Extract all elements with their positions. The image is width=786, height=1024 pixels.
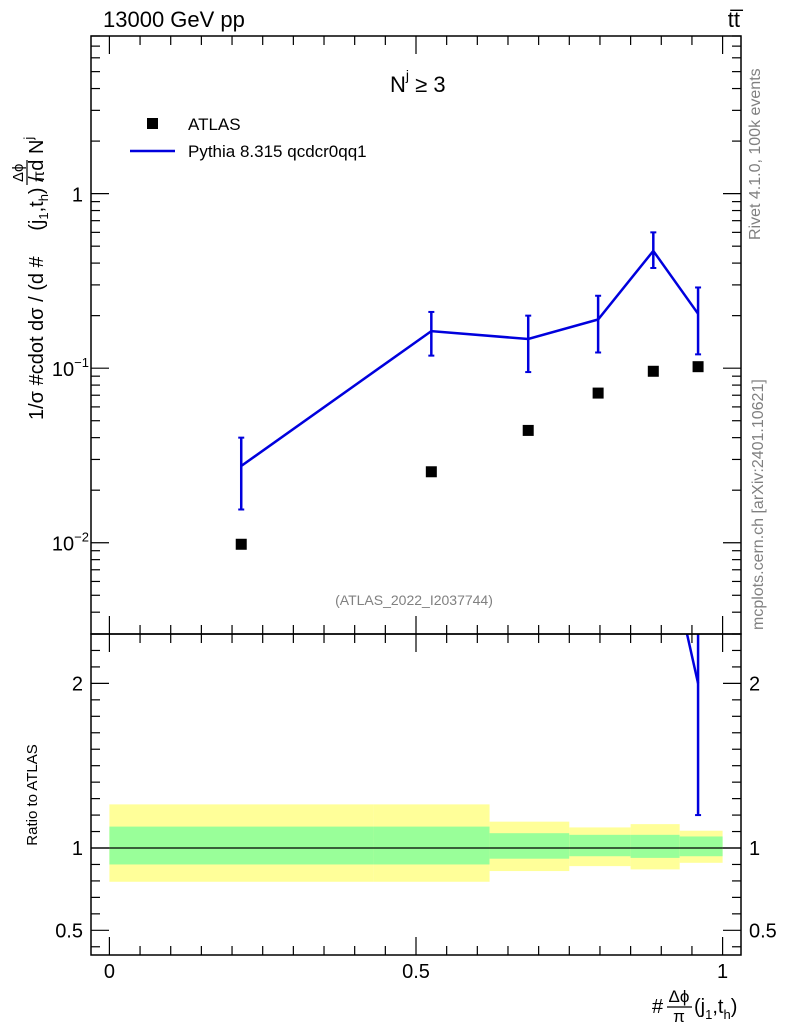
ratio-band-inner-4	[630, 834, 680, 858]
ylabel-fraction-den: π	[31, 171, 48, 182]
legend-label-pythia: Pythia 8.315 qcdcr0qq1	[188, 142, 367, 161]
atlas-point-5	[692, 361, 704, 373]
ratio-y-tick-label-right-2: 2	[749, 673, 760, 695]
ratio-band-inner-0	[109, 826, 374, 865]
ratio-y-tick-label-right-1: 1	[749, 838, 760, 860]
ylabel-fraction-num: Δϕ	[10, 164, 27, 182]
pythia-series-line	[240, 248, 700, 468]
energy-label: 13000 GeV pp	[103, 7, 245, 32]
xlabel-arg-sub2: h	[723, 1007, 730, 1022]
x-axis-label: # Δϕ π (j1,th)	[652, 987, 737, 1024]
ylabel-arg-sub1: 1	[36, 212, 51, 219]
main-y-tick-label-base-2: 10	[52, 534, 74, 556]
x-tick-label-1: 0.5	[402, 961, 430, 983]
njet-condition: ≥ 3	[409, 72, 446, 97]
xlabel-fraction-den: π	[673, 1007, 685, 1024]
ylabel-post-sup: j	[21, 137, 36, 141]
x-tick-label-2: 1	[717, 961, 728, 983]
main-y-tick-label-exp-2: −2	[74, 530, 89, 545]
ratio-band-inner-3	[569, 834, 631, 857]
njet-annotation: Nj ≥ 3	[390, 67, 446, 97]
main-y-tick-label-base-1: 10	[52, 359, 74, 381]
analysis-id: (ATLAS_2022_I2037744)	[335, 592, 493, 608]
ratio-band-inner-2	[489, 833, 570, 859]
ylabel-arg-mid: ,t	[26, 201, 48, 213]
xlabel-arg-mid: ,t	[712, 996, 724, 1018]
xlabel-arg-sub1: 1	[705, 1007, 712, 1022]
main-y-tick-label-1: 10−1	[52, 355, 89, 381]
atlas-point-2	[522, 424, 534, 436]
ratio-y-tick-label-right-0: 0.5	[749, 920, 777, 942]
ratio-band-inner-5	[679, 836, 723, 857]
ratio-y-tick-label-2: 2	[72, 673, 83, 695]
x-tick-label-0: 0	[104, 961, 115, 983]
ylabel-arg-sub2: h	[36, 194, 51, 201]
ratio-mc-line	[685, 633, 700, 684]
ratio-plot-frame	[90, 633, 742, 956]
njet-symbol: N	[390, 72, 406, 97]
process-label: tt̅	[728, 7, 744, 32]
xlabel-fraction-num: Δϕ	[669, 987, 690, 1006]
njet-superscript: j	[405, 67, 409, 83]
mcplots-label: mcplots.cern.ch [arXiv:2401.10621]	[750, 379, 767, 630]
main-y-axis-label: 1/σ #cdot dσ / (d # (j1,th) / d Nj	[21, 137, 51, 420]
ratio-y-axis-label: Ratio to ATLAS	[24, 744, 41, 845]
ratio-y-tick-label-1: 1	[72, 838, 83, 860]
plot-panels: 110−110−20.5 0.51 12 20 0.5 1	[52, 35, 777, 983]
main-y-tick-label-2: 10−2	[52, 530, 89, 556]
main-y-tick-label-exp-1: −1	[74, 355, 89, 370]
atlas-point-3	[592, 387, 604, 399]
main-y-tick-label-0: 1	[72, 185, 83, 207]
xlabel-prefix: #	[652, 996, 664, 1018]
atlas-point-0	[235, 538, 247, 550]
atlas-point-4	[647, 365, 659, 377]
xlabel-args: (j1,th)	[694, 996, 737, 1022]
rivet-label: Rivet 4.1.0, 100k events	[747, 68, 764, 240]
main-y-tick-label-base-0: 1	[72, 185, 83, 207]
xlabel-arg-close: )	[731, 996, 738, 1018]
legend-label-atlas: ATLAS	[188, 115, 241, 134]
atlas-point-1	[425, 466, 437, 478]
ratio-y-tick-label-0: 0.5	[55, 920, 83, 942]
ratio-band-inner-1	[373, 826, 490, 865]
xlabel-arg-open: (j	[694, 996, 705, 1018]
ylabel-post: ) / d N	[26, 140, 48, 194]
legend-marker-atlas	[147, 118, 158, 129]
ylabel-fraction-spacer	[26, 249, 48, 255]
ylabel-arg-open: (j	[26, 220, 48, 231]
ylabel-prefix: 1/σ #cdot dσ / (d #	[26, 255, 48, 420]
legend: ATLAS Pythia 8.315 qcdcr0qq1	[130, 115, 367, 161]
